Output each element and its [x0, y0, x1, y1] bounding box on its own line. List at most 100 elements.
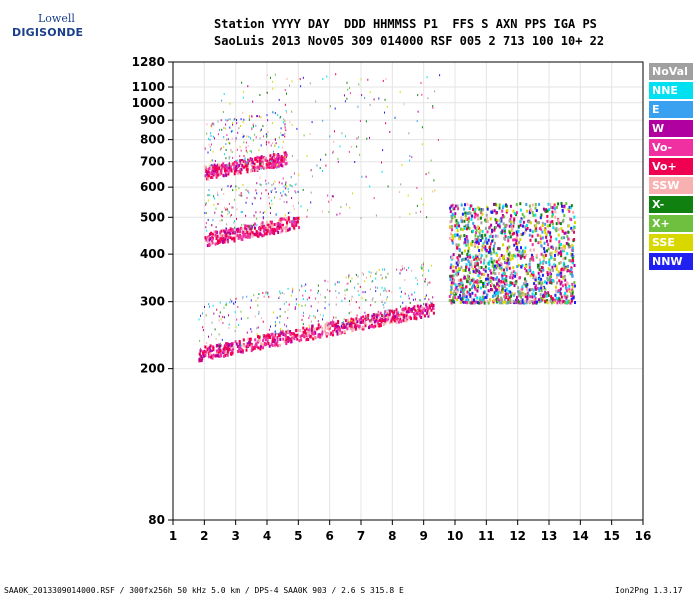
- echo-point: [556, 290, 559, 294]
- echo-point: [516, 245, 519, 249]
- echo-point: [282, 134, 284, 136]
- echo-point: [205, 203, 207, 206]
- echo-point: [271, 199, 273, 202]
- echo-point: [413, 314, 416, 318]
- echo-point: [285, 330, 288, 334]
- echo-point: [412, 306, 415, 310]
- echo-point: [284, 154, 286, 157]
- echo-point: [560, 295, 563, 299]
- echo-point: [235, 188, 237, 191]
- echo-point: [494, 285, 497, 289]
- echo-point: [455, 219, 458, 223]
- echo-point: [226, 138, 228, 141]
- echo-point: [251, 128, 253, 130]
- echo-point: [525, 269, 528, 273]
- echo-point: [206, 123, 208, 126]
- echo-point: [291, 335, 294, 338]
- echo-point: [571, 291, 574, 295]
- echo-point: [534, 296, 537, 300]
- echo-point: [240, 125, 242, 127]
- echo-point: [390, 310, 392, 313]
- echo-point: [476, 279, 479, 283]
- echo-point: [311, 175, 313, 178]
- echo-point: [417, 94, 419, 97]
- echo-point: [211, 238, 214, 242]
- echo-point: [560, 275, 563, 278]
- echo-point: [526, 299, 529, 303]
- echo-point: [258, 115, 260, 118]
- echo-point: [481, 212, 484, 216]
- echo-point: [503, 297, 506, 301]
- echo-point: [322, 314, 324, 317]
- echo-point: [550, 235, 552, 239]
- echo-point: [567, 230, 570, 234]
- echo-point: [324, 326, 327, 330]
- echo-point: [284, 103, 286, 106]
- echo-point: [501, 273, 504, 277]
- echo-point: [266, 159, 269, 163]
- echo-point: [289, 84, 290, 87]
- echo-point: [467, 293, 470, 297]
- echo-point: [237, 227, 240, 231]
- echo-point: [275, 161, 277, 165]
- echo-point: [548, 278, 551, 282]
- echo-point: [423, 263, 424, 266]
- echo-point: [406, 317, 409, 321]
- echo-point: [569, 292, 572, 296]
- echo-point: [560, 280, 563, 284]
- echo-point: [421, 306, 424, 310]
- echo-point: [538, 268, 541, 272]
- echo-point: [228, 230, 231, 234]
- echo-point: [458, 235, 461, 239]
- echo-point: [249, 343, 251, 347]
- echo-point: [289, 121, 291, 124]
- echo-point: [233, 169, 236, 173]
- echo-point: [451, 228, 453, 232]
- echo-point: [417, 283, 419, 286]
- echo-point: [271, 337, 274, 341]
- echo-point: [526, 227, 529, 230]
- echo-point: [282, 218, 284, 221]
- echo-point: [230, 130, 232, 133]
- echo-point: [226, 348, 229, 352]
- echo-point: [222, 354, 225, 358]
- echo-point: [317, 289, 319, 292]
- echo-point: [246, 233, 249, 237]
- echo-point: [224, 351, 227, 354]
- echo-point: [421, 263, 423, 266]
- echo-point: [386, 296, 388, 299]
- echo-point: [457, 295, 460, 299]
- echo-point: [326, 332, 328, 336]
- echo-point: [262, 346, 264, 350]
- echo-point: [253, 224, 254, 227]
- echo-point: [543, 250, 546, 254]
- echo-point: [278, 136, 280, 139]
- echo-point: [478, 231, 481, 235]
- echo-point: [361, 297, 363, 299]
- echo-point: [465, 243, 468, 247]
- echo-point: [511, 256, 514, 260]
- echo-point: [551, 206, 554, 210]
- echo-point: [211, 241, 214, 245]
- echo-point: [430, 264, 432, 267]
- echo-point: [546, 249, 548, 253]
- echo-point: [403, 103, 405, 106]
- echo-point: [563, 293, 566, 297]
- echo-point: [467, 243, 469, 247]
- echo-point: [226, 238, 229, 242]
- echo-point: [571, 288, 574, 292]
- echo-point: [400, 305, 402, 308]
- echo-point: [534, 286, 537, 290]
- echo-point: [338, 281, 340, 284]
- echo-point: [226, 167, 228, 170]
- echo-point: [545, 233, 548, 237]
- echo-point: [382, 79, 384, 82]
- echo-point: [449, 236, 451, 240]
- echo-point: [273, 335, 276, 339]
- echo-point: [257, 297, 259, 300]
- echo-point: [253, 346, 256, 350]
- echo-point: [284, 123, 286, 126]
- echo-point: [225, 123, 227, 126]
- echo-point: [283, 340, 286, 344]
- echo-point: [468, 263, 471, 267]
